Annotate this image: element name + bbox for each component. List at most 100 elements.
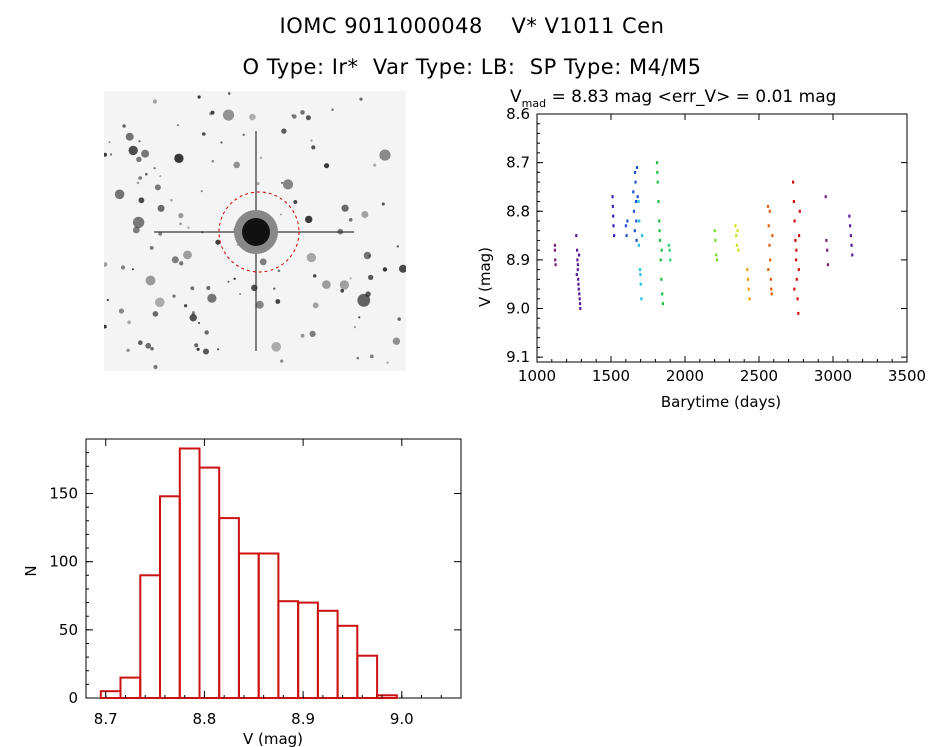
hist-bar xyxy=(336,624,359,699)
star xyxy=(203,348,209,355)
lc-point xyxy=(634,180,637,184)
star xyxy=(339,280,350,290)
star xyxy=(145,275,156,286)
lc-point xyxy=(576,268,579,272)
lc-axes-frame xyxy=(536,113,908,363)
star xyxy=(227,92,231,95)
lc-point xyxy=(770,287,773,291)
lc-point xyxy=(736,229,739,233)
star xyxy=(136,156,142,162)
star xyxy=(275,299,281,304)
hist-bar xyxy=(257,552,280,699)
star xyxy=(187,226,190,229)
lc-point xyxy=(669,258,672,262)
lc-point xyxy=(639,273,642,276)
lc-point xyxy=(715,253,718,257)
star xyxy=(127,320,131,325)
hist-xlabel: V (mag) xyxy=(243,730,303,747)
lc-point xyxy=(635,219,638,223)
hist-bar xyxy=(178,447,201,699)
lc-point xyxy=(770,292,773,296)
star xyxy=(125,132,134,141)
lc-point xyxy=(575,273,578,276)
lc-point xyxy=(640,297,643,301)
star xyxy=(324,163,330,169)
star xyxy=(197,95,201,99)
hist-bar xyxy=(238,552,260,699)
lc-point xyxy=(632,190,635,194)
central-star xyxy=(154,131,354,351)
lc-point xyxy=(634,170,637,174)
star xyxy=(249,113,256,121)
star xyxy=(104,152,107,157)
star xyxy=(306,252,317,263)
star xyxy=(369,354,374,359)
lc-point xyxy=(746,268,749,272)
lc-xtick-label: 3500 xyxy=(888,367,926,385)
lc-point xyxy=(793,287,796,291)
histogram-chart: 8.7 8.8 8.9 9.0 0 50 100 150 V (mag) N xyxy=(22,438,462,747)
star xyxy=(207,293,217,303)
star xyxy=(365,291,371,297)
star xyxy=(271,342,281,352)
star xyxy=(200,190,203,193)
lc-point xyxy=(771,234,774,238)
lc-title: Vmad = 8.83 mag <err_V> = 0.01 mag xyxy=(510,87,836,110)
star xyxy=(379,149,391,161)
star xyxy=(179,222,182,226)
star xyxy=(132,216,145,229)
star xyxy=(312,302,319,309)
star xyxy=(340,288,344,293)
star xyxy=(122,124,126,128)
lc-point xyxy=(795,248,798,252)
star xyxy=(300,110,305,115)
lc-point xyxy=(625,234,628,238)
star xyxy=(256,182,260,186)
lc-point xyxy=(641,234,644,238)
star xyxy=(233,161,240,169)
lc-point xyxy=(793,219,796,223)
star xyxy=(356,356,360,360)
star xyxy=(305,215,313,224)
lc-point xyxy=(795,258,798,262)
star-field xyxy=(104,92,406,370)
star xyxy=(239,293,242,295)
hist-bar xyxy=(139,574,162,699)
lc-title-rest: = 8.83 mag <err_V> = 0.01 mag xyxy=(546,87,836,107)
star xyxy=(357,293,371,307)
hist-xtick-label: 8.9 xyxy=(291,710,315,728)
star xyxy=(211,159,215,163)
lc-point xyxy=(848,214,851,218)
lc-point xyxy=(658,238,661,242)
star xyxy=(118,308,125,314)
star xyxy=(215,239,221,245)
lc-point xyxy=(746,277,750,281)
star xyxy=(242,133,245,136)
star xyxy=(177,124,180,127)
lc-point xyxy=(826,263,829,267)
star xyxy=(309,330,316,337)
lc-point xyxy=(626,219,629,223)
star xyxy=(392,337,401,345)
lc-point xyxy=(611,195,614,199)
star xyxy=(373,163,377,167)
lc-point xyxy=(637,200,640,203)
lc-xtick-label: 3000 xyxy=(814,367,852,385)
lc-point xyxy=(612,214,615,218)
lc-point xyxy=(737,248,740,252)
star xyxy=(363,251,372,260)
lc-point xyxy=(850,243,853,247)
lc-point xyxy=(656,180,659,184)
lc-point xyxy=(575,234,578,238)
star xyxy=(279,213,282,216)
star xyxy=(381,202,385,206)
lc-point xyxy=(636,195,639,199)
star xyxy=(128,145,138,156)
star xyxy=(210,110,215,115)
hist-ytick-label: 100 xyxy=(49,553,78,571)
lc-point xyxy=(797,268,800,272)
lc-point xyxy=(714,238,717,242)
hist-bar xyxy=(376,694,398,699)
star xyxy=(106,298,109,302)
lc-point xyxy=(578,302,582,306)
